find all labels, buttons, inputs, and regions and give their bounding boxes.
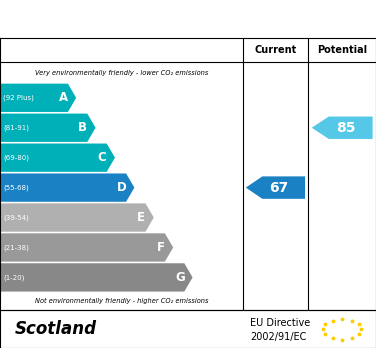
Text: (39-54): (39-54): [3, 214, 29, 221]
Polygon shape: [246, 176, 305, 199]
Text: A: A: [59, 91, 68, 104]
Text: B: B: [78, 121, 87, 134]
Text: (69-80): (69-80): [3, 155, 29, 161]
Text: (81-91): (81-91): [3, 125, 29, 131]
Text: Not environmentally friendly - higher CO₂ emissions: Not environmentally friendly - higher CO…: [35, 298, 208, 304]
Polygon shape: [312, 117, 373, 139]
Polygon shape: [0, 233, 173, 262]
Text: Environmental Impact (CO₂) Rating: Environmental Impact (CO₂) Rating: [38, 11, 338, 26]
Text: G: G: [175, 271, 185, 284]
Text: 85: 85: [336, 121, 356, 135]
Text: 2002/91/EC: 2002/91/EC: [250, 332, 306, 342]
Polygon shape: [0, 263, 193, 292]
Polygon shape: [0, 143, 115, 172]
Text: Current: Current: [254, 45, 297, 55]
Text: Scotland: Scotland: [15, 320, 97, 338]
Text: (1-20): (1-20): [3, 274, 24, 280]
Polygon shape: [0, 84, 76, 112]
Text: (21-38): (21-38): [3, 244, 29, 251]
Polygon shape: [0, 203, 154, 232]
Text: E: E: [137, 211, 145, 224]
Text: D: D: [117, 181, 126, 194]
Text: C: C: [98, 151, 106, 164]
Polygon shape: [0, 173, 134, 202]
Text: EU Directive: EU Directive: [250, 318, 310, 329]
Text: (92 Plus): (92 Plus): [3, 95, 34, 101]
Text: F: F: [156, 241, 164, 254]
Text: Very environmentally friendly - lower CO₂ emissions: Very environmentally friendly - lower CO…: [35, 70, 208, 76]
Text: 67: 67: [269, 181, 289, 195]
Polygon shape: [0, 113, 96, 142]
Text: Potential: Potential: [317, 45, 367, 55]
Text: (55-68): (55-68): [3, 184, 29, 191]
